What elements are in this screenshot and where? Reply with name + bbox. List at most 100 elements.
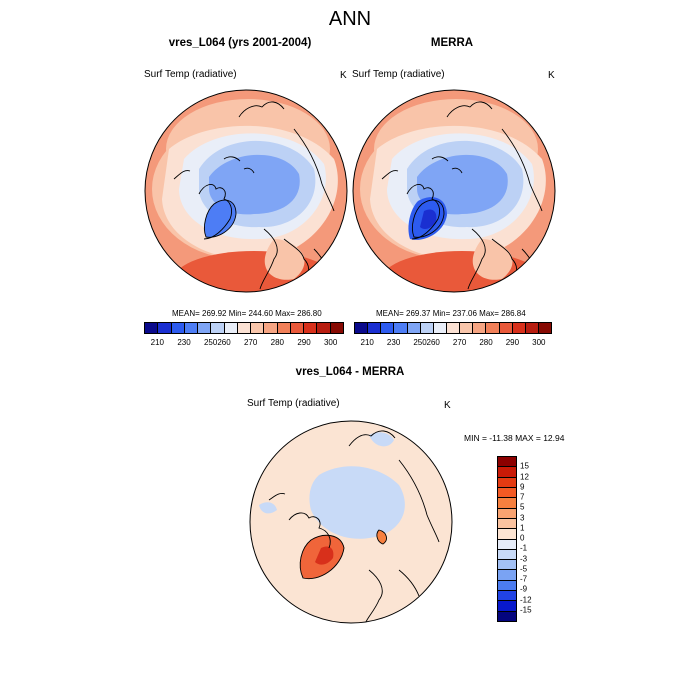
colorbar-swatch [171,323,185,333]
colorbar-diff-tick-label: 12 [520,472,529,481]
diff-cold-region [309,466,405,539]
colorbar-swatch [460,323,474,333]
colorbar-diff-tick-label: 0 [520,533,525,543]
colorbar-diff-swatch [498,560,516,571]
colorbar-diff-tick-label: 7 [520,492,525,502]
colorbar-diff-tick-label: 9 [520,482,525,492]
colorbar-diff-swatch [498,487,516,499]
colorbar-swatch [381,323,395,333]
colorbar-diff-tick-label: -5 [520,564,528,574]
cold-mid-region [209,154,300,215]
colorbar-swatch [145,323,159,333]
colorbar-swatch [251,323,265,333]
colorbar-diff-tick-label: -9 [520,584,528,594]
colorbar-swatch [394,323,408,333]
polar-map-diff [249,420,453,624]
colorbar-swatch [304,323,318,333]
colorbar-model: 210 230 250 260 270 280 290 300 [144,322,344,350]
colorbar-tick-label: 260 [217,338,231,347]
colorbar-diff-swatch [498,518,516,530]
colorbar-diff-tick-label: 1 [520,523,525,533]
panel-variable-model: Surf Temp (radiative) [144,69,237,80]
colorbar-diff-tick-label: -7 [520,574,528,584]
colorbar-tick-label: 230 [177,338,191,347]
colorbar-diff-swatch [498,508,516,519]
colorbar-tick-label: 280 [270,338,285,347]
colorbar-tick-label: 250 [413,338,427,347]
colorbar-diff-swatch [498,601,516,612]
colorbar-tick-label: 280 [479,338,493,347]
colorbar-diff-swatch [498,570,516,581]
colorbar-swatch [317,323,331,333]
panel-title-model: vres_L064 (yrs 2001-2004) [168,37,312,49]
colorbar-tick-label: 270 [452,338,467,347]
colorbar-tick-label: 300 [323,338,338,347]
colorbar-swatch [420,323,434,333]
panel-variable-obs: Surf Temp (radiative) [352,69,445,80]
colorbar-diff-tick-label: -15 [520,605,532,615]
colorbar-swatch [368,323,382,333]
colorbar-diff-swatch [498,529,516,540]
colorbar-diff-tick-label: -1 [520,543,528,553]
colorbar-obs: 210 230 250 260 270 280 290 300 [354,322,552,350]
colorbar-tick-label: 210 [150,338,165,347]
panel-title-obs: MERRA [430,37,474,49]
map-boundary [144,89,348,293]
colorbar-swatch [433,323,447,333]
diff-panel-title: vres_L064 - MERRA [295,366,405,378]
colorbar-swatch [473,323,487,333]
panel-units-model: K [340,70,347,81]
panel-stats-obs: MEAN= 269.37 Min= 237.06 Max= 286.84 [376,309,526,318]
colorbar-tick-label: 270 [243,338,258,347]
colorbar-diff-tick-label: 3 [520,513,525,522]
colorbar-tick-label: 250 [203,338,218,347]
colorbar-diff [497,456,517,622]
colorbar-swatch [486,323,500,333]
colorbar-diff-tick-label: -12 [520,595,532,604]
colorbar-swatch [290,323,305,333]
colorbar-tick-label: 210 [360,338,374,347]
colorbar-swatch [525,323,539,333]
polar-map-model [144,89,348,293]
colorbar-swatch [330,323,343,333]
colorbar-tick-label: 230 [386,338,401,347]
diff-panel-stats: MIN = -11.38 MAX = 12.94 [464,433,565,443]
colorbar-diff-swatch [498,549,516,561]
colorbar-swatch [264,323,278,333]
greenland-cold-region [204,200,236,238]
panel-units-obs: K [548,70,555,81]
colorbar-swatch [407,323,421,333]
colorbar-swatch [237,323,252,333]
colorbar-diff-labels: 15 12 9 7 5 3 1 0 -1 -3 -5 -7 -9 -12 -15 [520,456,560,620]
colorbar-swatch [512,323,526,333]
colorbar-tick-label: 290 [505,338,520,347]
colorbar-swatch [211,323,225,333]
hot-region [174,251,334,292]
colorbar-swatch [224,323,238,333]
colorbar-diff-swatch [498,457,516,468]
colorbar-tick-label: 260 [426,338,440,347]
polar-map-obs [352,89,556,293]
colorbar-diff-swatch [498,539,516,550]
colorbar-tick-label: 290 [297,338,311,347]
colorbar-diff-tick-label: 5 [520,502,525,512]
colorbar-swatch [277,323,291,333]
colorbar-diff-swatch [498,580,516,592]
colorbar-diff-tick-label: -3 [520,554,528,563]
colorbar-diff-swatch [498,477,516,488]
colorbar-tick-label: 300 [532,338,546,347]
colorbar-diff-swatch [498,611,516,621]
colorbar-diff-tick-label: 15 [520,461,529,471]
diff-panel-units: K [444,400,451,411]
page-title: ANN [328,8,372,30]
colorbar-swatch [446,323,461,333]
colorbar-swatch [198,323,212,333]
colorbar-diff-swatch [498,467,516,478]
colorbar-diff-swatch [498,498,516,509]
colorbar-swatch [499,323,513,333]
colorbar-diff-swatch [498,591,516,602]
panel-stats-model: MEAN= 269.92 Min= 244.60 Max= 286.80 [172,309,322,318]
colorbar-swatch [184,323,199,333]
diff-panel-variable: Surf Temp (radiative) [247,398,340,409]
colorbar-swatch [158,323,172,333]
